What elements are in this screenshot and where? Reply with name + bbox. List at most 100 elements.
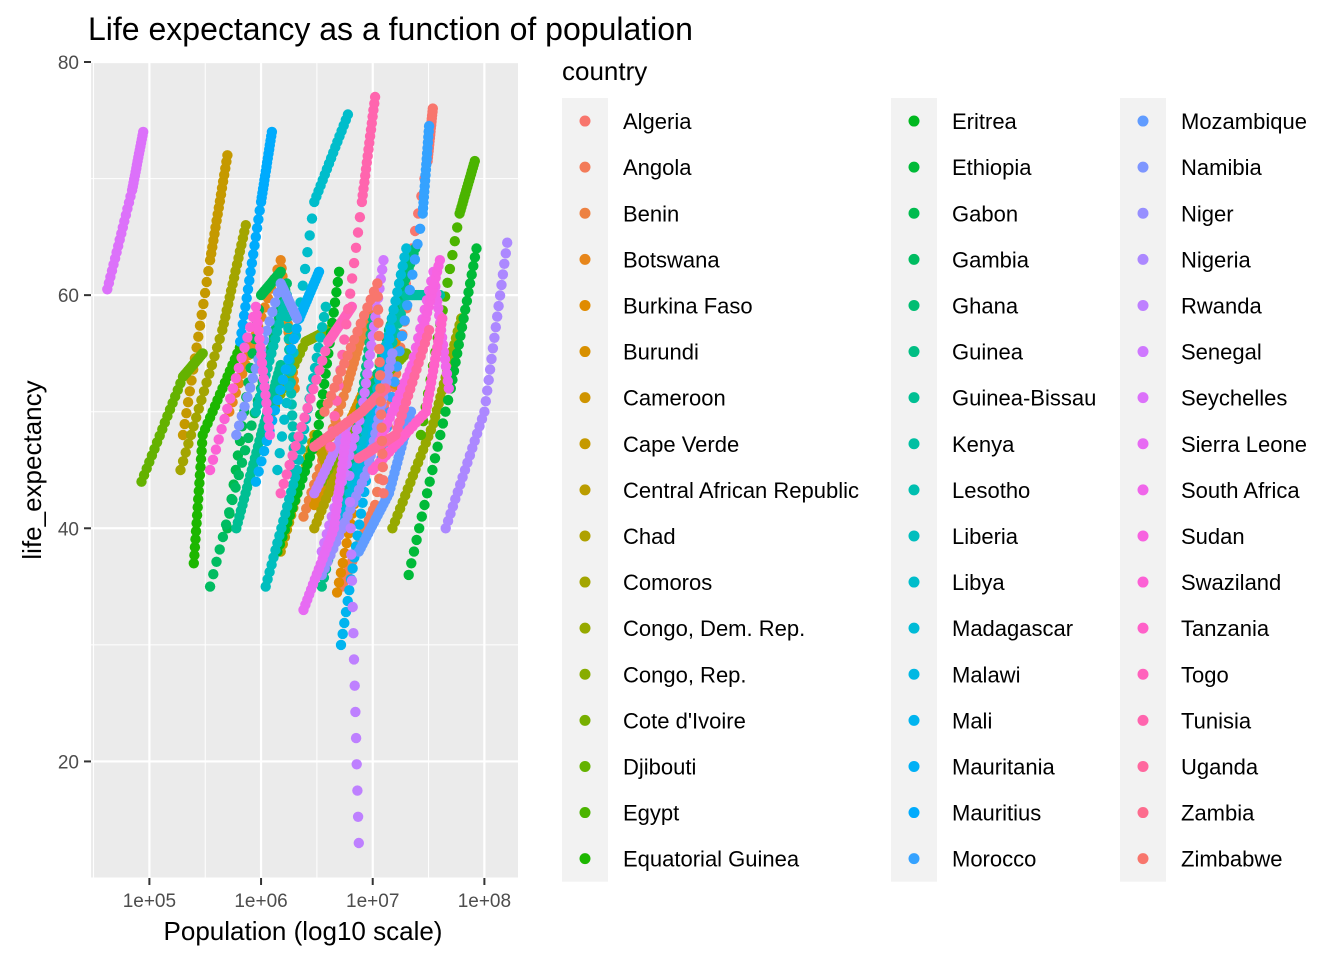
data-point [244, 275, 255, 286]
data-point [339, 617, 350, 629]
data-point [320, 301, 331, 312]
data-point [258, 445, 270, 457]
data-point [331, 587, 343, 598]
data-point [350, 732, 362, 744]
data-point [335, 567, 347, 578]
data-point [452, 222, 463, 233]
data-point [239, 401, 250, 412]
data-point [461, 295, 473, 307]
data-point [188, 558, 199, 569]
data-point [253, 466, 264, 477]
legend-key [908, 807, 920, 819]
legend-label: Namibia [1181, 155, 1262, 180]
data-point [179, 418, 190, 430]
data-point [283, 354, 294, 365]
data-point [291, 323, 302, 334]
legend-label: Libya [952, 570, 1005, 595]
data-point [203, 265, 214, 277]
legend-key [1137, 253, 1149, 265]
data-point [196, 437, 208, 449]
legend-key [1137, 622, 1149, 634]
data-point [468, 260, 479, 272]
data-point [319, 406, 330, 417]
x-tick-label: 1e+05 [123, 891, 176, 912]
data-point [275, 255, 286, 266]
legend-key [908, 299, 920, 311]
data-point [298, 511, 309, 522]
data-point [272, 394, 283, 406]
legend-label: Cape Verde [623, 432, 739, 457]
data-point [284, 459, 295, 471]
legend-key [1137, 299, 1149, 311]
data-point [266, 126, 278, 138]
data-point [252, 317, 263, 328]
data-point [437, 418, 449, 429]
data-point [194, 477, 205, 489]
data-point [437, 313, 448, 324]
legend-key [908, 392, 920, 404]
data-point [296, 421, 307, 433]
legend-key [579, 807, 591, 819]
data-point [301, 503, 312, 514]
data-point [254, 333, 265, 345]
data-point [267, 306, 278, 318]
data-point [492, 311, 503, 322]
legend-key [1137, 714, 1149, 726]
legend-label: Mauritius [952, 801, 1041, 826]
legend-label: Cameroon [623, 386, 726, 411]
data-point [287, 421, 298, 432]
data-point [242, 391, 253, 403]
data-point [193, 493, 204, 505]
data-point [484, 364, 496, 375]
data-point [311, 374, 322, 385]
data-point [264, 316, 275, 327]
data-point [502, 237, 513, 248]
data-point [452, 348, 463, 359]
legend-key [908, 714, 920, 726]
data-point [207, 454, 219, 465]
legend-key [908, 438, 920, 450]
legend-key [1137, 530, 1149, 542]
data-point [194, 469, 206, 481]
data-point [360, 378, 372, 389]
data-point [344, 585, 355, 596]
data-point [333, 266, 345, 277]
data-point [222, 403, 233, 414]
data-point [346, 549, 357, 560]
data-point [250, 231, 261, 243]
data-point [258, 373, 269, 385]
legend-key [1137, 853, 1149, 865]
data-point [344, 496, 356, 508]
legend-label: Mozambique [1181, 109, 1307, 134]
legend-key [1137, 161, 1149, 173]
data-point [423, 120, 435, 132]
data-point [337, 628, 348, 640]
data-point [233, 420, 245, 431]
data-point [219, 413, 230, 425]
legend-label: Congo, Dem. Rep. [623, 616, 805, 641]
legend: Algeria Angola Benin Botswana Burkina Faso Bu… [562, 98, 1307, 882]
data-point [245, 322, 256, 333]
data-point [453, 339, 464, 350]
data-point [440, 406, 451, 417]
data-point [264, 429, 276, 441]
legend-label: Djibouti [623, 754, 696, 779]
data-point [399, 252, 410, 263]
data-point [429, 453, 441, 464]
data-point [183, 438, 194, 449]
y-tick-label: 20 [58, 752, 79, 773]
data-point [401, 243, 412, 254]
data-point [388, 304, 399, 315]
data-point [262, 405, 273, 417]
data-point [349, 334, 360, 345]
legend-label: Burkina Faso [623, 293, 753, 318]
data-point [305, 393, 316, 404]
data-point [435, 429, 446, 441]
data-point [496, 279, 507, 291]
data-point [246, 420, 257, 431]
data-point [240, 301, 251, 312]
legend-label: Guinea-Bissau [952, 386, 1096, 411]
legend-key [908, 207, 920, 219]
data-point [275, 488, 286, 499]
